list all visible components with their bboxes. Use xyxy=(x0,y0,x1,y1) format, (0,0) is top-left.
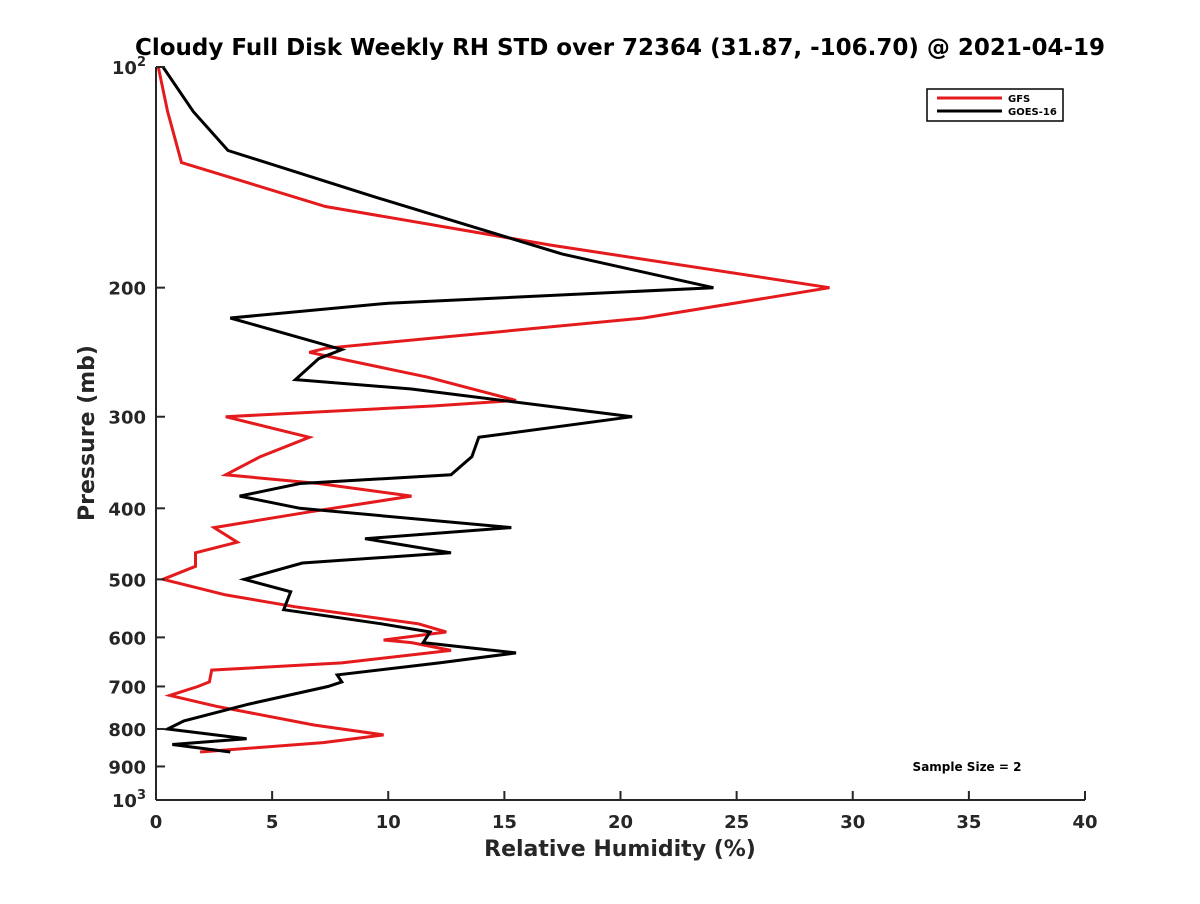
x-tick-label: 5 xyxy=(266,812,279,833)
y-axis-label: Pressure (mb) xyxy=(75,345,100,521)
plot-area: 0 5 10 15 20 25 30 35 40102200300400500600700800… xyxy=(108,55,1097,833)
chart-title: Cloudy Full Disk Weekly RH STD over 7236… xyxy=(135,35,1105,61)
legend: GFS GOES-16 xyxy=(926,88,1064,122)
x-tick-label: 25 xyxy=(724,812,749,833)
legend-box xyxy=(926,88,1064,122)
y-tick-label: 700 xyxy=(108,677,146,698)
x-axis-label: Relative Humidity (%) xyxy=(484,837,756,862)
x-tick-label: 35 xyxy=(956,812,981,833)
y-tick-label: 600 xyxy=(108,628,146,649)
x-tick-label: 0 xyxy=(150,812,163,833)
legend-label: GFS xyxy=(1008,94,1030,105)
series-layer xyxy=(156,66,830,754)
series-line-gfs xyxy=(156,66,830,754)
y-tick-label: 800 xyxy=(108,720,146,741)
x-tick-label: 30 xyxy=(840,812,865,833)
axes-layer: 0 5 10 15 20 25 30 35 40102200300400500600700800… xyxy=(108,55,1097,833)
x-tick-label: 20 xyxy=(608,812,633,833)
legend-label: GOES-16 xyxy=(1008,107,1057,118)
y-tick-label: 200 xyxy=(108,279,146,300)
x-tick-label: 15 xyxy=(492,812,517,833)
x-tick-label: 10 xyxy=(376,812,401,833)
sample-size-annotation: Sample Size = 2 xyxy=(913,760,1022,774)
x-tick-label: 40 xyxy=(1072,812,1097,833)
y-tick-label: 900 xyxy=(108,757,146,778)
y-tick-label: 300 xyxy=(108,408,146,429)
series-line-goes-16 xyxy=(161,66,714,754)
y-tick-label: 500 xyxy=(108,570,146,591)
y-tick-label: 400 xyxy=(108,499,146,520)
